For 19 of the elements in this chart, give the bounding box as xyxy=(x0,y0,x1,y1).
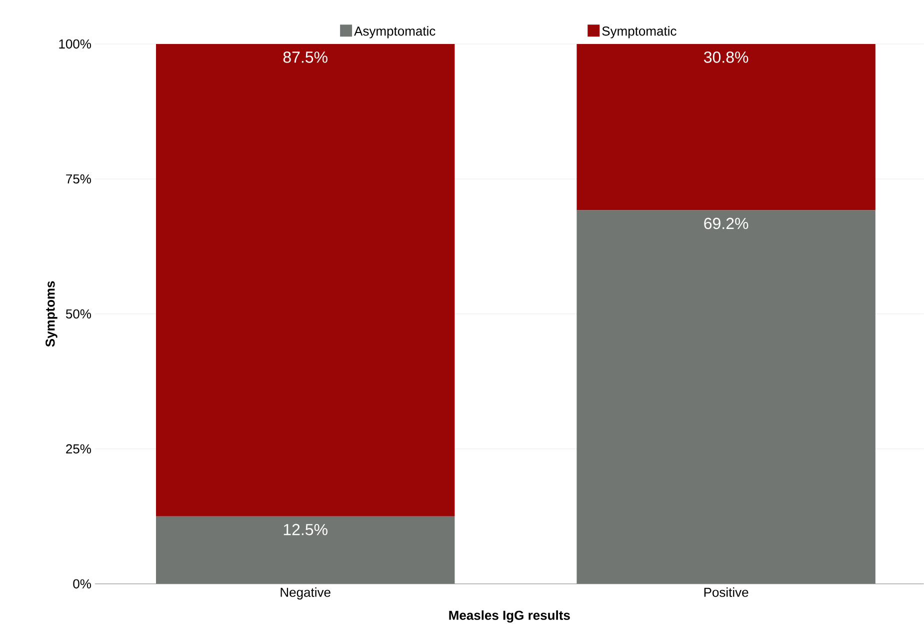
bar xyxy=(576,210,876,584)
data-label: 87.5% xyxy=(283,52,328,63)
bar xyxy=(156,516,455,584)
y-axis-title: Symptoms xyxy=(46,281,58,347)
legend-label: Asymptomatic xyxy=(354,26,436,38)
y-tick-label: 25% xyxy=(66,444,91,454)
bar xyxy=(576,44,876,210)
data-label: 30.8% xyxy=(704,52,748,63)
x-axis-title: Measles IgG results xyxy=(449,610,570,623)
x-tick-label: Positive xyxy=(704,587,748,598)
legend-label: Symptomatic xyxy=(602,26,676,38)
y-tick-label: 0% xyxy=(73,579,91,589)
data-label: 69.2% xyxy=(704,218,748,230)
data-label: 12.5% xyxy=(284,524,328,536)
y-tick-label: 100% xyxy=(59,39,91,49)
y-tick-label: 75% xyxy=(66,174,91,184)
y-tick-label: 50% xyxy=(66,309,91,319)
x-tick-label: Negative xyxy=(280,587,330,600)
bar xyxy=(156,44,455,516)
